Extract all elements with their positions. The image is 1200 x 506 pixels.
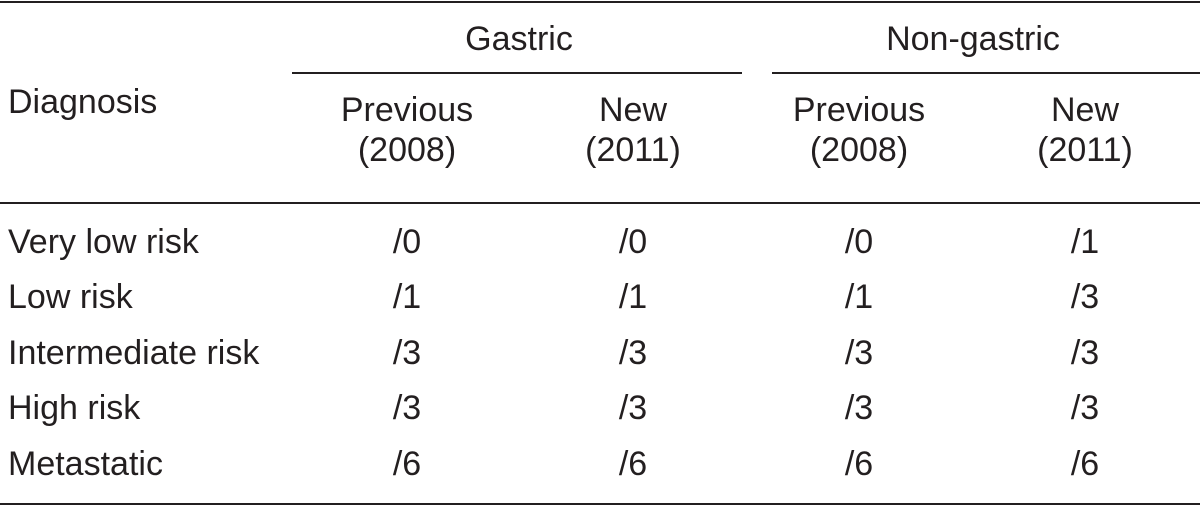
- column-header-non-gastric-new: New (2011): [1037, 90, 1133, 170]
- header-rule: [0, 202, 1200, 204]
- table-cell: /3: [392, 334, 422, 372]
- gastric-group-header: Gastric: [465, 20, 573, 58]
- table-cell: /3: [1070, 389, 1100, 427]
- table-cell: /6: [1070, 445, 1100, 483]
- table-cell: /1: [844, 278, 874, 316]
- table-cell: /0: [618, 223, 648, 261]
- table-cell: /1: [1070, 223, 1100, 261]
- table-cell: /0: [392, 223, 422, 261]
- non-gastric-group-rule: [772, 72, 1200, 74]
- table-cell: /3: [618, 334, 648, 372]
- column-header-line: Previous: [792, 91, 926, 129]
- table-cell: /3: [392, 389, 422, 427]
- column-header-line: New: [598, 91, 668, 129]
- column-header-gastric-previous: Previous (2008): [341, 90, 473, 170]
- gastric-group-rule: [292, 72, 742, 74]
- diagnosis-header: Diagnosis: [8, 83, 158, 121]
- column-header-line: (2008): [809, 131, 909, 169]
- column-header-gastric-new: New (2011): [585, 90, 681, 170]
- column-header-non-gastric-previous: Previous (2008): [793, 90, 925, 170]
- column-header-line: (2011): [1037, 131, 1133, 169]
- row-label: High risk: [8, 389, 141, 427]
- table-cell: /1: [392, 278, 422, 316]
- column-header-line: (2008): [357, 131, 457, 169]
- column-header-line: Previous: [340, 91, 474, 129]
- row-label: Very low risk: [8, 223, 199, 261]
- non-gastric-group-header: Non-gastric: [886, 20, 1060, 58]
- row-label: Low risk: [8, 278, 133, 316]
- table-cell: /6: [844, 445, 874, 483]
- table-cell: /3: [1070, 278, 1100, 316]
- table-cell: /3: [844, 389, 874, 427]
- top-rule: [0, 1, 1200, 3]
- table-cell: /6: [392, 445, 422, 483]
- column-header-line: New: [1050, 91, 1120, 129]
- table-cell: /6: [618, 445, 648, 483]
- table-cell: /3: [844, 334, 874, 372]
- bottom-rule: [0, 503, 1200, 505]
- column-header-line: (2011): [585, 131, 681, 169]
- table-cell: /3: [1070, 334, 1100, 372]
- table-cell: /1: [618, 278, 648, 316]
- row-label: Metastatic: [8, 445, 163, 483]
- table-cell: /3: [618, 389, 648, 427]
- row-label: Intermediate risk: [8, 334, 260, 372]
- table-cell: /0: [844, 223, 874, 261]
